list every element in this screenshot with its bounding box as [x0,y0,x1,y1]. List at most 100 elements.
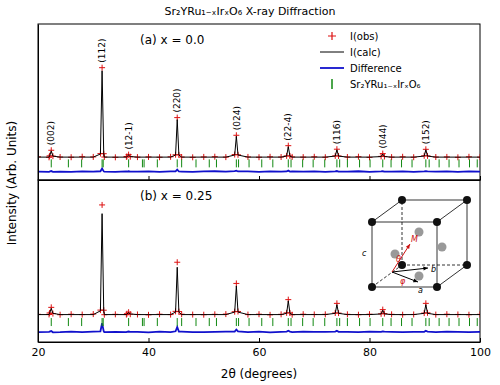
x-tick-label: 40 [142,346,156,359]
x-tick [370,176,371,180]
inset-atom-ru [368,283,376,291]
x-axis-line [39,342,481,343]
x-tick-label: 20 [32,346,46,359]
x-tick-label: 60 [253,346,267,359]
reflection-tick [128,318,129,326]
chart-svg: (a) x = 0.0(002)(112)(12-1)(220)(024)(22… [0,0,500,385]
reflection-tick [103,159,104,167]
reflection-tick [401,159,402,167]
reflection-tick [459,318,460,326]
reflection-tick [102,159,103,167]
reflection-tick [313,318,314,326]
peak-label: (116) [332,120,342,144]
inset-label: M [411,235,418,244]
x-tick: 80 [363,338,377,359]
reflection-tick [347,318,348,326]
inset-atom-ru [463,261,471,269]
reflection-tick [324,318,325,326]
inset-atom-y [438,243,447,252]
reflection-tick [68,318,69,326]
series-line [38,214,480,315]
reflection-tick [68,159,69,167]
obs-point [99,65,105,71]
reflection-tick [209,159,210,167]
legend-label: Difference [350,63,402,74]
reflection-tick [336,318,337,326]
reflection-tick [439,159,440,167]
inset-label: θ [396,255,401,264]
reflection-tick [51,159,52,167]
y-axis [38,181,39,343]
reflection-tick [157,159,158,167]
inset-arrowhead [413,279,418,283]
peak-label: (024) [231,106,241,130]
reflection-tick [459,159,460,167]
reflection-tick [391,318,392,326]
x-tick-mark [370,176,371,180]
chart-title: Sr₂YRu₁₋ₓIrₓO₆ X-ray Diffraction [165,5,336,18]
x-tick: 100 [470,338,491,359]
panel-label: (b) x = 0.25 [140,189,212,203]
x-tick-mark [259,176,260,180]
legend-label: I(obs) [350,31,379,42]
reflection-tick [261,318,262,326]
reflection-tick [359,318,360,326]
reflection-tick [249,159,250,167]
reflection-tick [236,318,237,326]
obs-point [233,280,239,286]
reflection-tick [477,159,478,167]
reflection-tick [216,318,217,326]
peak-label: (22-4) [283,113,293,140]
reflection-tick [103,318,104,326]
reflection-tick [209,318,210,326]
reflection-tick [216,159,217,167]
x-tick-mark [370,338,371,342]
x-axis: 20 40 60 80 100 [32,338,492,359]
inset-edge [372,287,437,288]
inset-arrowhead [406,244,410,249]
legend-symbol [328,32,336,40]
reflection-tick [291,159,292,167]
inset-edge [467,200,468,265]
x-tick: 60 [253,338,267,359]
inset-edge [402,200,467,201]
y-axis-line [38,181,39,343]
inset-arrow [392,244,410,272]
reflection-tick [469,159,470,167]
inset-edge [372,222,373,287]
reflection-tick [401,318,402,326]
inset-atom-ru [433,283,441,291]
inset-label: b [431,265,436,274]
reflection-tick [249,318,250,326]
x-tick-mark [259,338,260,342]
reflection-tick [291,318,292,326]
inset-label: φ [400,277,406,286]
obs-point [99,202,105,208]
panel-1: 20406080100(b) x = 0.25cabMθφ [32,180,492,359]
reflection-tick [370,318,371,326]
x-tick-mark [480,338,481,342]
x-tick [259,176,260,180]
reflection-tick [238,318,239,326]
panel-label: (a) x = 0.0 [140,33,204,47]
peak-label: (112) [97,38,107,62]
x-axis-title: 2θ (degrees) [221,367,297,381]
reflection-tick [469,318,470,326]
reflection-tick [142,318,143,326]
legend-symbol [331,79,333,89]
inset-label: a [418,286,423,295]
reflection-tick [347,159,348,167]
reflection-tick [272,318,273,326]
reflection-tick [313,159,314,167]
reflection-tick [157,318,158,326]
reflection-tick [359,159,360,167]
legend-label: Sr₂YRu₁₋ₓIrₓO₆ [350,79,421,90]
x-tick-label: 80 [363,346,377,359]
reflection-tick [288,159,289,167]
reflection-tick [339,159,340,167]
obs-point [174,259,180,265]
reflection-tick [382,159,383,167]
inset-atom-ru [368,218,376,226]
inset-atom-ru [463,196,471,204]
reflection-tick [142,159,143,167]
